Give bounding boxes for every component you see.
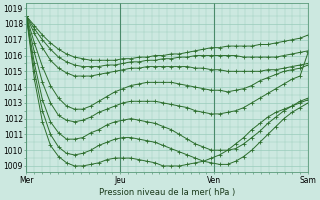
X-axis label: Pression niveau de la mer( hPa ): Pression niveau de la mer( hPa ) xyxy=(99,188,235,197)
